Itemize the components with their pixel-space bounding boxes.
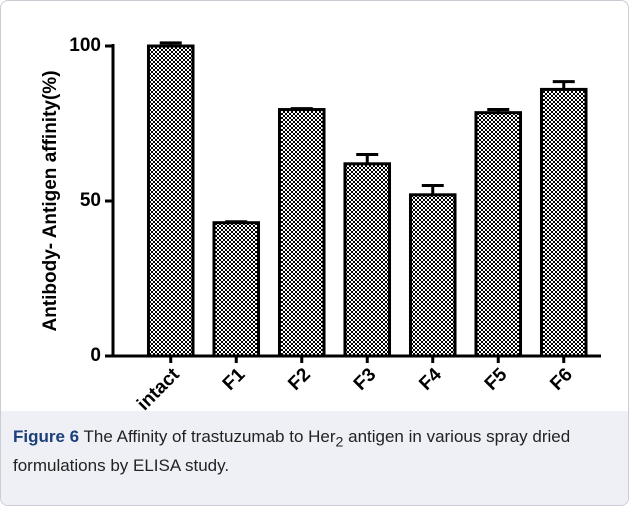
y-tick-label: 50 bbox=[80, 190, 101, 211]
chart: Antibody- Antigen affinity(%) 0 50 100 inta… bbox=[40, 35, 601, 411]
bar bbox=[146, 44, 195, 358]
bar bbox=[277, 108, 326, 358]
caption-subscript: 2 bbox=[335, 434, 344, 451]
caption-label: Figure 6 bbox=[13, 427, 80, 446]
y-axis-label: Antibody- Antigen affinity(%) bbox=[40, 70, 61, 331]
bar bbox=[343, 162, 392, 358]
x-tick-label: F3 bbox=[350, 364, 381, 395]
caption-text: The Affinity of trastuzumab to Her bbox=[79, 427, 336, 446]
y-tick-label: 100 bbox=[69, 35, 101, 56]
caption-text: antigen in various spray dried formulati… bbox=[13, 427, 571, 476]
bar bbox=[408, 193, 457, 358]
caption: Figure 6 The Affinity of trastuzumab to … bbox=[1, 411, 628, 505]
x-tick-label: F1 bbox=[219, 364, 250, 395]
bar bbox=[474, 111, 523, 358]
x-tick-label: intact bbox=[133, 364, 184, 411]
bar bbox=[539, 87, 588, 358]
y-tick-label: 0 bbox=[90, 345, 101, 366]
x-tick-label: F6 bbox=[546, 364, 577, 395]
x-tick-label: F5 bbox=[481, 364, 512, 395]
bar bbox=[212, 221, 261, 358]
x-tick-label: F2 bbox=[284, 364, 315, 395]
x-tick-label: F4 bbox=[415, 364, 446, 395]
